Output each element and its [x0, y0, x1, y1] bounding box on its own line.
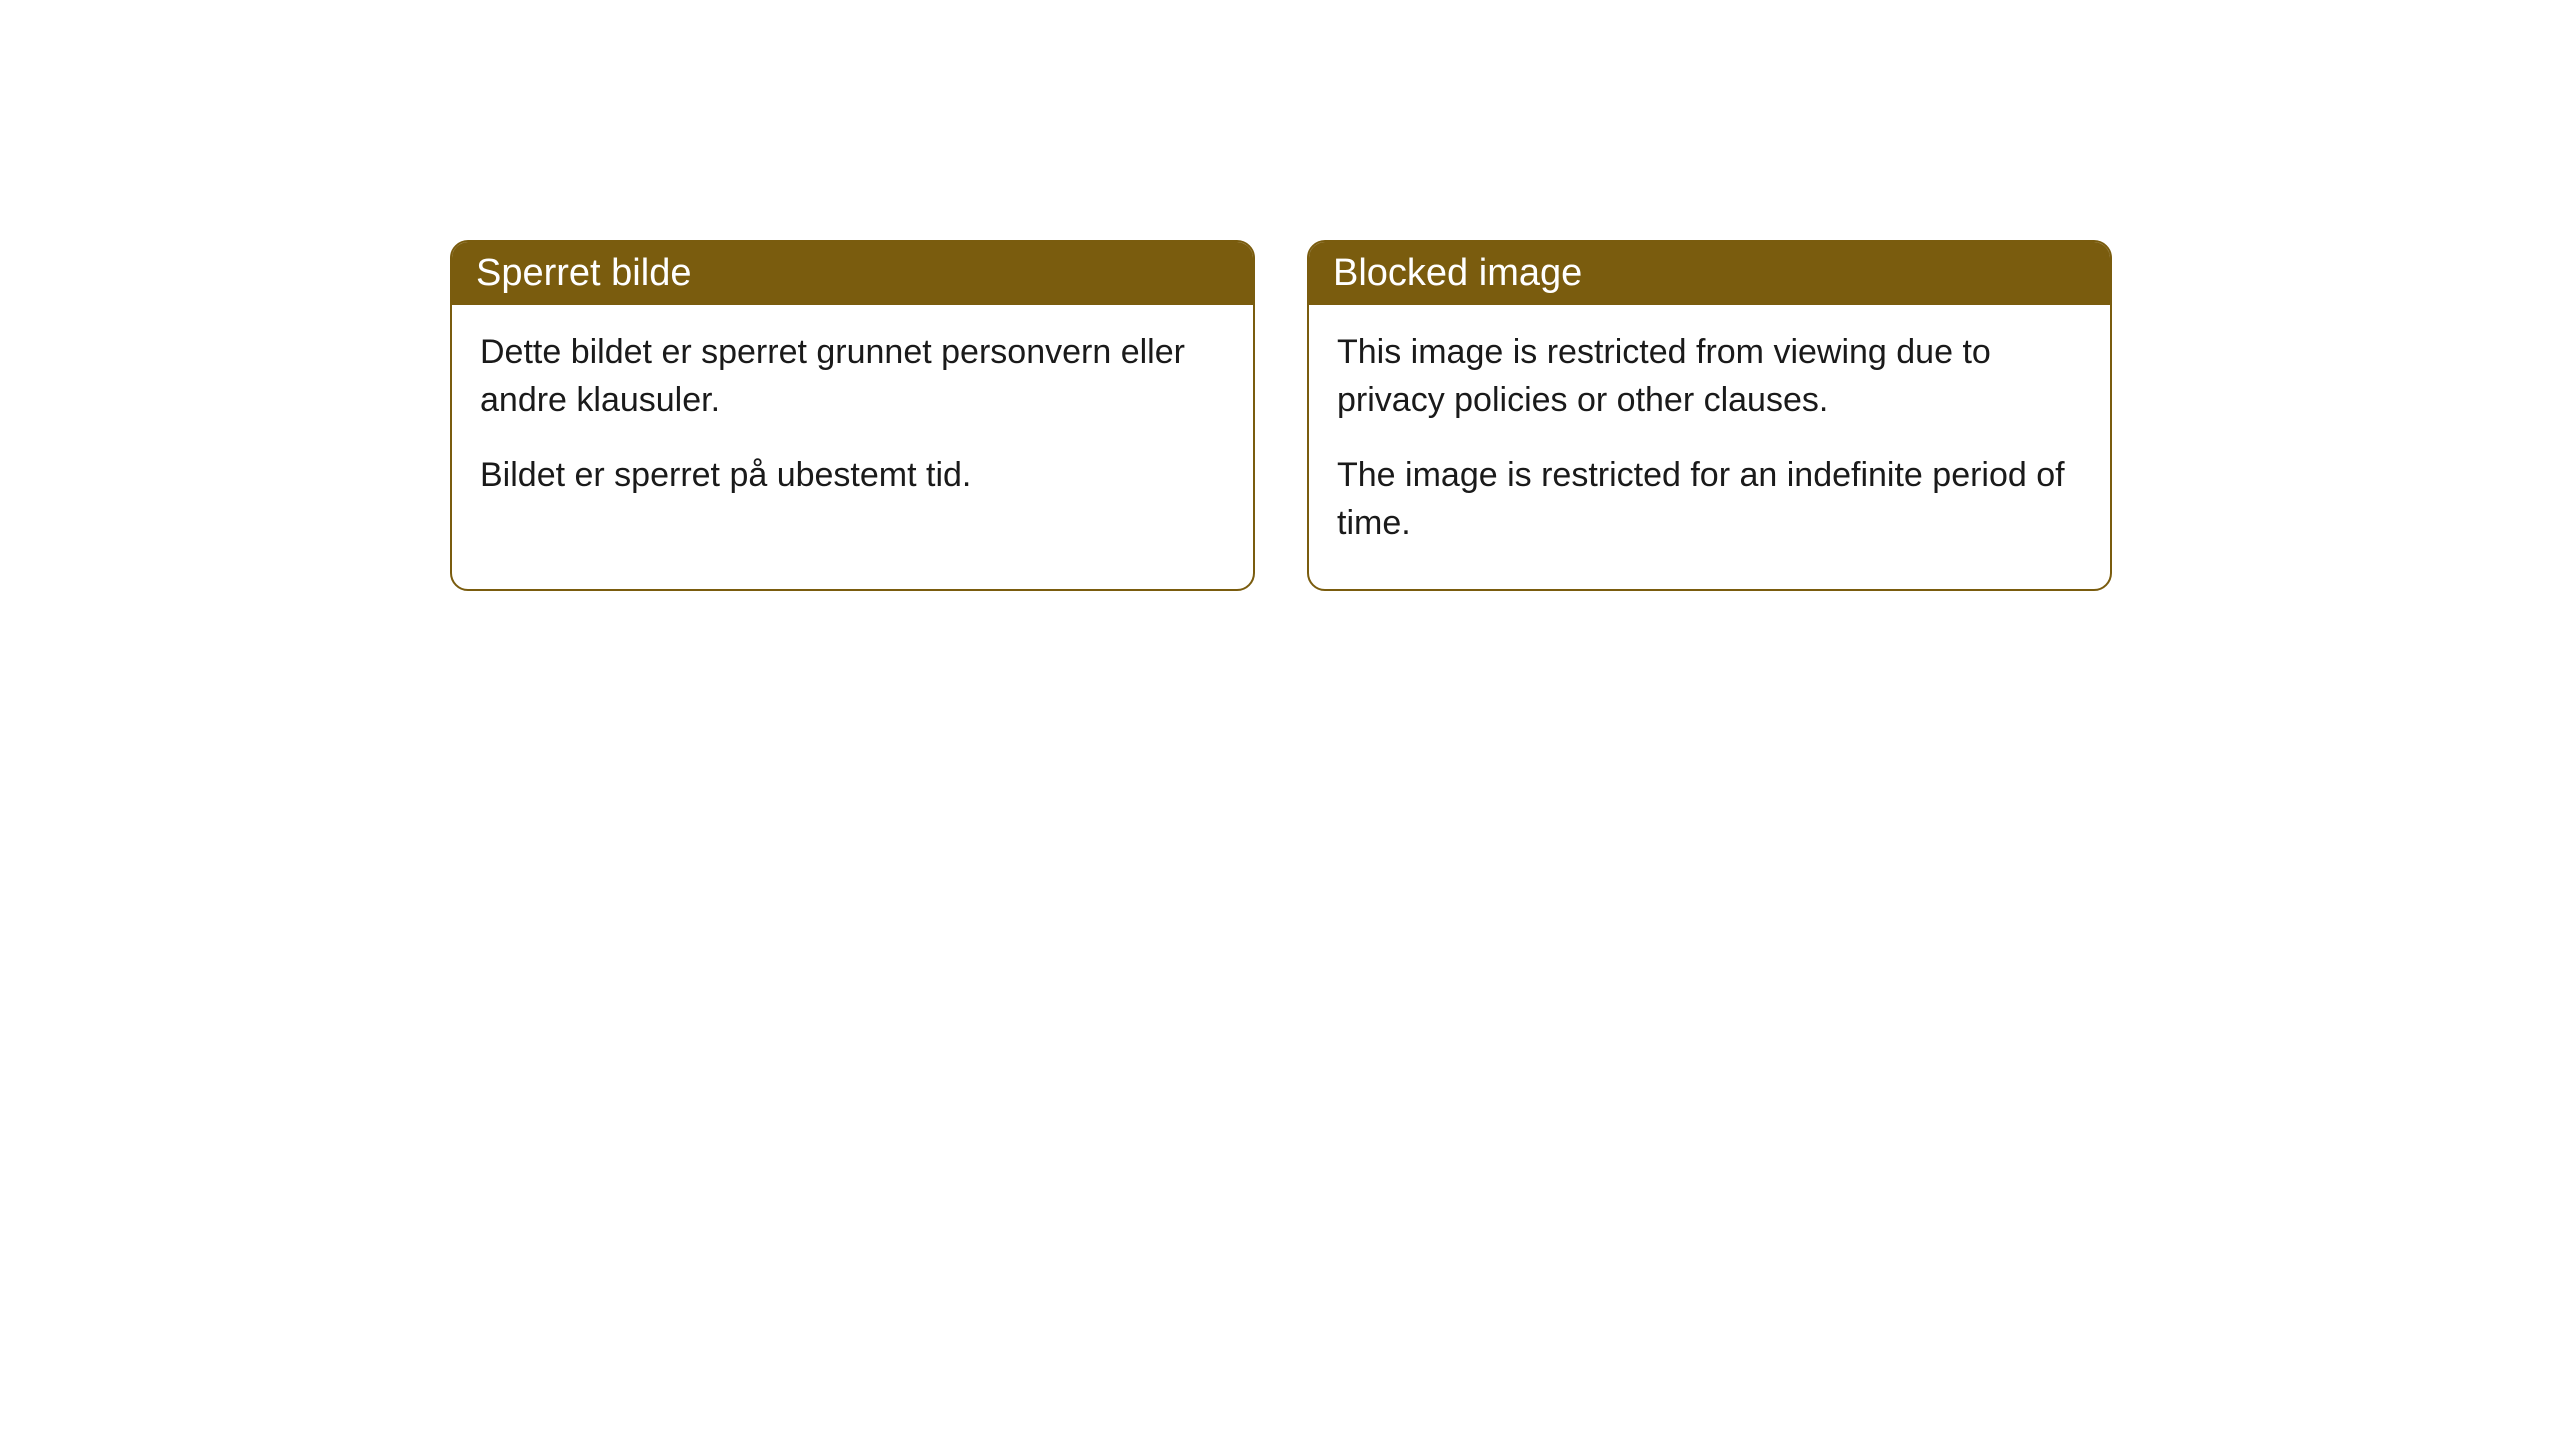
card-paragraph: Bildet er sperret på ubestemt tid. — [480, 452, 1225, 500]
card-header: Blocked image — [1309, 242, 2110, 305]
card-paragraph: The image is restricted for an indefinit… — [1337, 452, 2082, 547]
card-body: Dette bildet er sperret grunnet personve… — [452, 305, 1253, 542]
card-title: Sperret bilde — [476, 252, 691, 294]
card-header: Sperret bilde — [452, 242, 1253, 305]
card-title: Blocked image — [1333, 252, 1582, 294]
card-paragraph: Dette bildet er sperret grunnet personve… — [480, 329, 1225, 424]
card-body: This image is restricted from viewing du… — [1309, 305, 2110, 589]
card-paragraph: This image is restricted from viewing du… — [1337, 329, 2082, 424]
notice-cards-container: Sperret bilde Dette bildet er sperret gr… — [450, 240, 2112, 591]
notice-card-norwegian: Sperret bilde Dette bildet er sperret gr… — [450, 240, 1255, 591]
notice-card-english: Blocked image This image is restricted f… — [1307, 240, 2112, 591]
